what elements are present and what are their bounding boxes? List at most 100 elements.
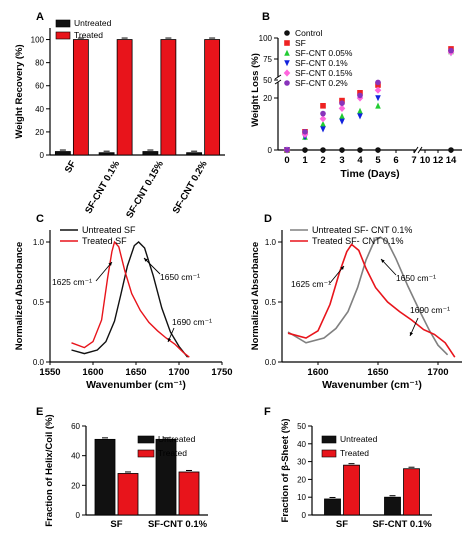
data-point-B bbox=[375, 95, 381, 102]
x-tick-label-F: SF-CNT 0.1% bbox=[372, 519, 432, 530]
data-point-B bbox=[339, 100, 345, 106]
y-tick-label-A: 60 bbox=[35, 82, 44, 91]
legend-swatch-E bbox=[137, 435, 155, 444]
x-tick-label-A: SF-CNT 0.2% bbox=[171, 159, 210, 216]
annotation-D: 1650 cm⁻¹ bbox=[396, 273, 436, 283]
y-tick-label-D: 1.0 bbox=[265, 238, 277, 247]
x-axis-label-D: Wavenumber (cm⁻¹) bbox=[322, 379, 422, 391]
legend-marker-B bbox=[284, 30, 290, 36]
annotation-C: 1625 cm⁻¹ bbox=[52, 277, 92, 287]
y-tick-label-E: 40 bbox=[71, 452, 80, 461]
legend-marker-B bbox=[284, 60, 290, 67]
data-point-B bbox=[448, 47, 454, 54]
data-point-B bbox=[357, 107, 363, 114]
legend-label-A: Treated bbox=[74, 30, 103, 40]
annotation-arrowhead-C bbox=[108, 262, 112, 266]
y-tick-label-C: 1.0 bbox=[33, 238, 45, 247]
x-tick-label-A: SF bbox=[63, 159, 79, 175]
y-tick-label-C: 0.0 bbox=[33, 358, 45, 367]
data-point-B bbox=[338, 104, 346, 112]
bar-A bbox=[186, 152, 203, 156]
legend-label-B: SF-CNT 0.2% bbox=[295, 78, 348, 88]
annotation-arrowhead-D bbox=[381, 259, 385, 263]
y-tick-label-A: 40 bbox=[35, 105, 44, 114]
y-tick-label-B: 0 bbox=[268, 146, 273, 155]
legend-label-B: SF bbox=[295, 38, 306, 48]
data-point-B bbox=[448, 147, 454, 153]
x-tick-label-E: SF-CNT 0.1% bbox=[148, 519, 208, 530]
legend-marker-B bbox=[284, 49, 290, 56]
y-tick-label-A: 80 bbox=[35, 59, 44, 68]
y-tick-label-F: 30 bbox=[297, 458, 306, 467]
y-tick-label-B: 75 bbox=[263, 55, 272, 64]
data-point-B bbox=[375, 102, 381, 109]
y-tick-label-B: 100 bbox=[259, 34, 273, 43]
series-line-D bbox=[287, 243, 456, 358]
x-tick-label-B: 5 bbox=[375, 155, 381, 166]
y-axis-break-B bbox=[274, 74, 282, 80]
x-axis-break-B bbox=[417, 146, 423, 154]
bar-A bbox=[142, 151, 159, 156]
annotation-arrowhead-D bbox=[340, 266, 344, 270]
annotation-arrowhead-C bbox=[167, 338, 172, 342]
data-point-B bbox=[357, 147, 363, 153]
y-tick-label-E: 20 bbox=[71, 481, 80, 490]
y-axis-label-A: Weight Recovery (%) bbox=[14, 44, 25, 138]
legend-label-D: Treated SF- CNT 0.1% bbox=[312, 236, 404, 246]
x-tick-label-E: SF bbox=[110, 519, 122, 530]
data-point-B bbox=[357, 113, 363, 120]
legend-swatch-F bbox=[321, 449, 337, 458]
annotation-D: 1625 cm⁻¹ bbox=[291, 279, 331, 289]
annotation-arrow-D bbox=[380, 258, 397, 276]
y-tick-label-D: 0.0 bbox=[265, 358, 277, 367]
bar-A bbox=[54, 151, 71, 156]
legend-marker-B bbox=[284, 40, 290, 46]
data-point-B bbox=[302, 129, 308, 135]
annotation-arrowhead-D bbox=[409, 332, 414, 336]
bar-F bbox=[324, 498, 341, 516]
bar-E bbox=[94, 438, 116, 516]
annotation-C: 1690 cm⁻¹ bbox=[172, 317, 212, 327]
x-tick-label-D: 1600 bbox=[307, 367, 328, 378]
y-axis-label-E: Fraction of Helix/Coil (%) bbox=[44, 414, 55, 526]
annotation-arrow-D bbox=[329, 265, 345, 284]
y-tick-label-F: 50 bbox=[297, 422, 306, 431]
legend-marker-B bbox=[284, 80, 290, 86]
x-tick-label-B: 3 bbox=[339, 155, 344, 166]
y-tick-label-C: 0.5 bbox=[33, 298, 45, 307]
panel-label-E: E bbox=[36, 406, 43, 418]
legend-label-C: Untreated SF bbox=[82, 225, 136, 235]
x-tick-label-C: 1750 bbox=[211, 367, 232, 378]
y-tick-label-B: 20 bbox=[263, 94, 272, 103]
annotation-arrow-C bbox=[95, 261, 113, 282]
x-tick-label-B: 6 bbox=[393, 155, 398, 166]
y-axis-label-F: Fraction of β-Sheet (%) bbox=[280, 419, 291, 523]
y-tick-label-B: 50 bbox=[263, 76, 272, 85]
legend-swatch-A bbox=[55, 19, 71, 28]
x-tick-label-D: 1650 bbox=[367, 367, 388, 378]
y-tick-label-A: 0 bbox=[40, 151, 45, 160]
data-point-B bbox=[339, 147, 345, 153]
data-point-B bbox=[284, 147, 290, 153]
panel-label-B: B bbox=[262, 11, 270, 23]
bar-F bbox=[384, 496, 401, 516]
x-axis-label-C: Wavenumber (cm⁻¹) bbox=[86, 379, 186, 391]
legend-marker-B bbox=[283, 69, 291, 77]
bar-A bbox=[204, 39, 221, 156]
y-axis-label-C: Normalized Absorbance bbox=[14, 242, 25, 350]
panel-label-D: D bbox=[264, 213, 272, 225]
x-tick-label-B: 1 bbox=[302, 155, 308, 166]
y-tick-label-F: 20 bbox=[297, 475, 306, 484]
y-tick-label-D: 0.5 bbox=[265, 298, 277, 307]
annotation-arrow-C bbox=[143, 257, 161, 275]
legend-swatch-E bbox=[137, 449, 155, 458]
bar-F bbox=[343, 464, 360, 516]
x-tick-label-B: 10 bbox=[420, 155, 431, 166]
bar-E bbox=[178, 471, 200, 516]
data-point-B bbox=[339, 118, 345, 125]
data-point-B bbox=[320, 126, 326, 133]
legend-label-B: SF-CNT 0.15% bbox=[295, 68, 353, 78]
legend-swatch-F bbox=[321, 435, 337, 444]
panel-label-F: F bbox=[264, 406, 271, 418]
legend-label-E: Treated bbox=[158, 448, 187, 458]
